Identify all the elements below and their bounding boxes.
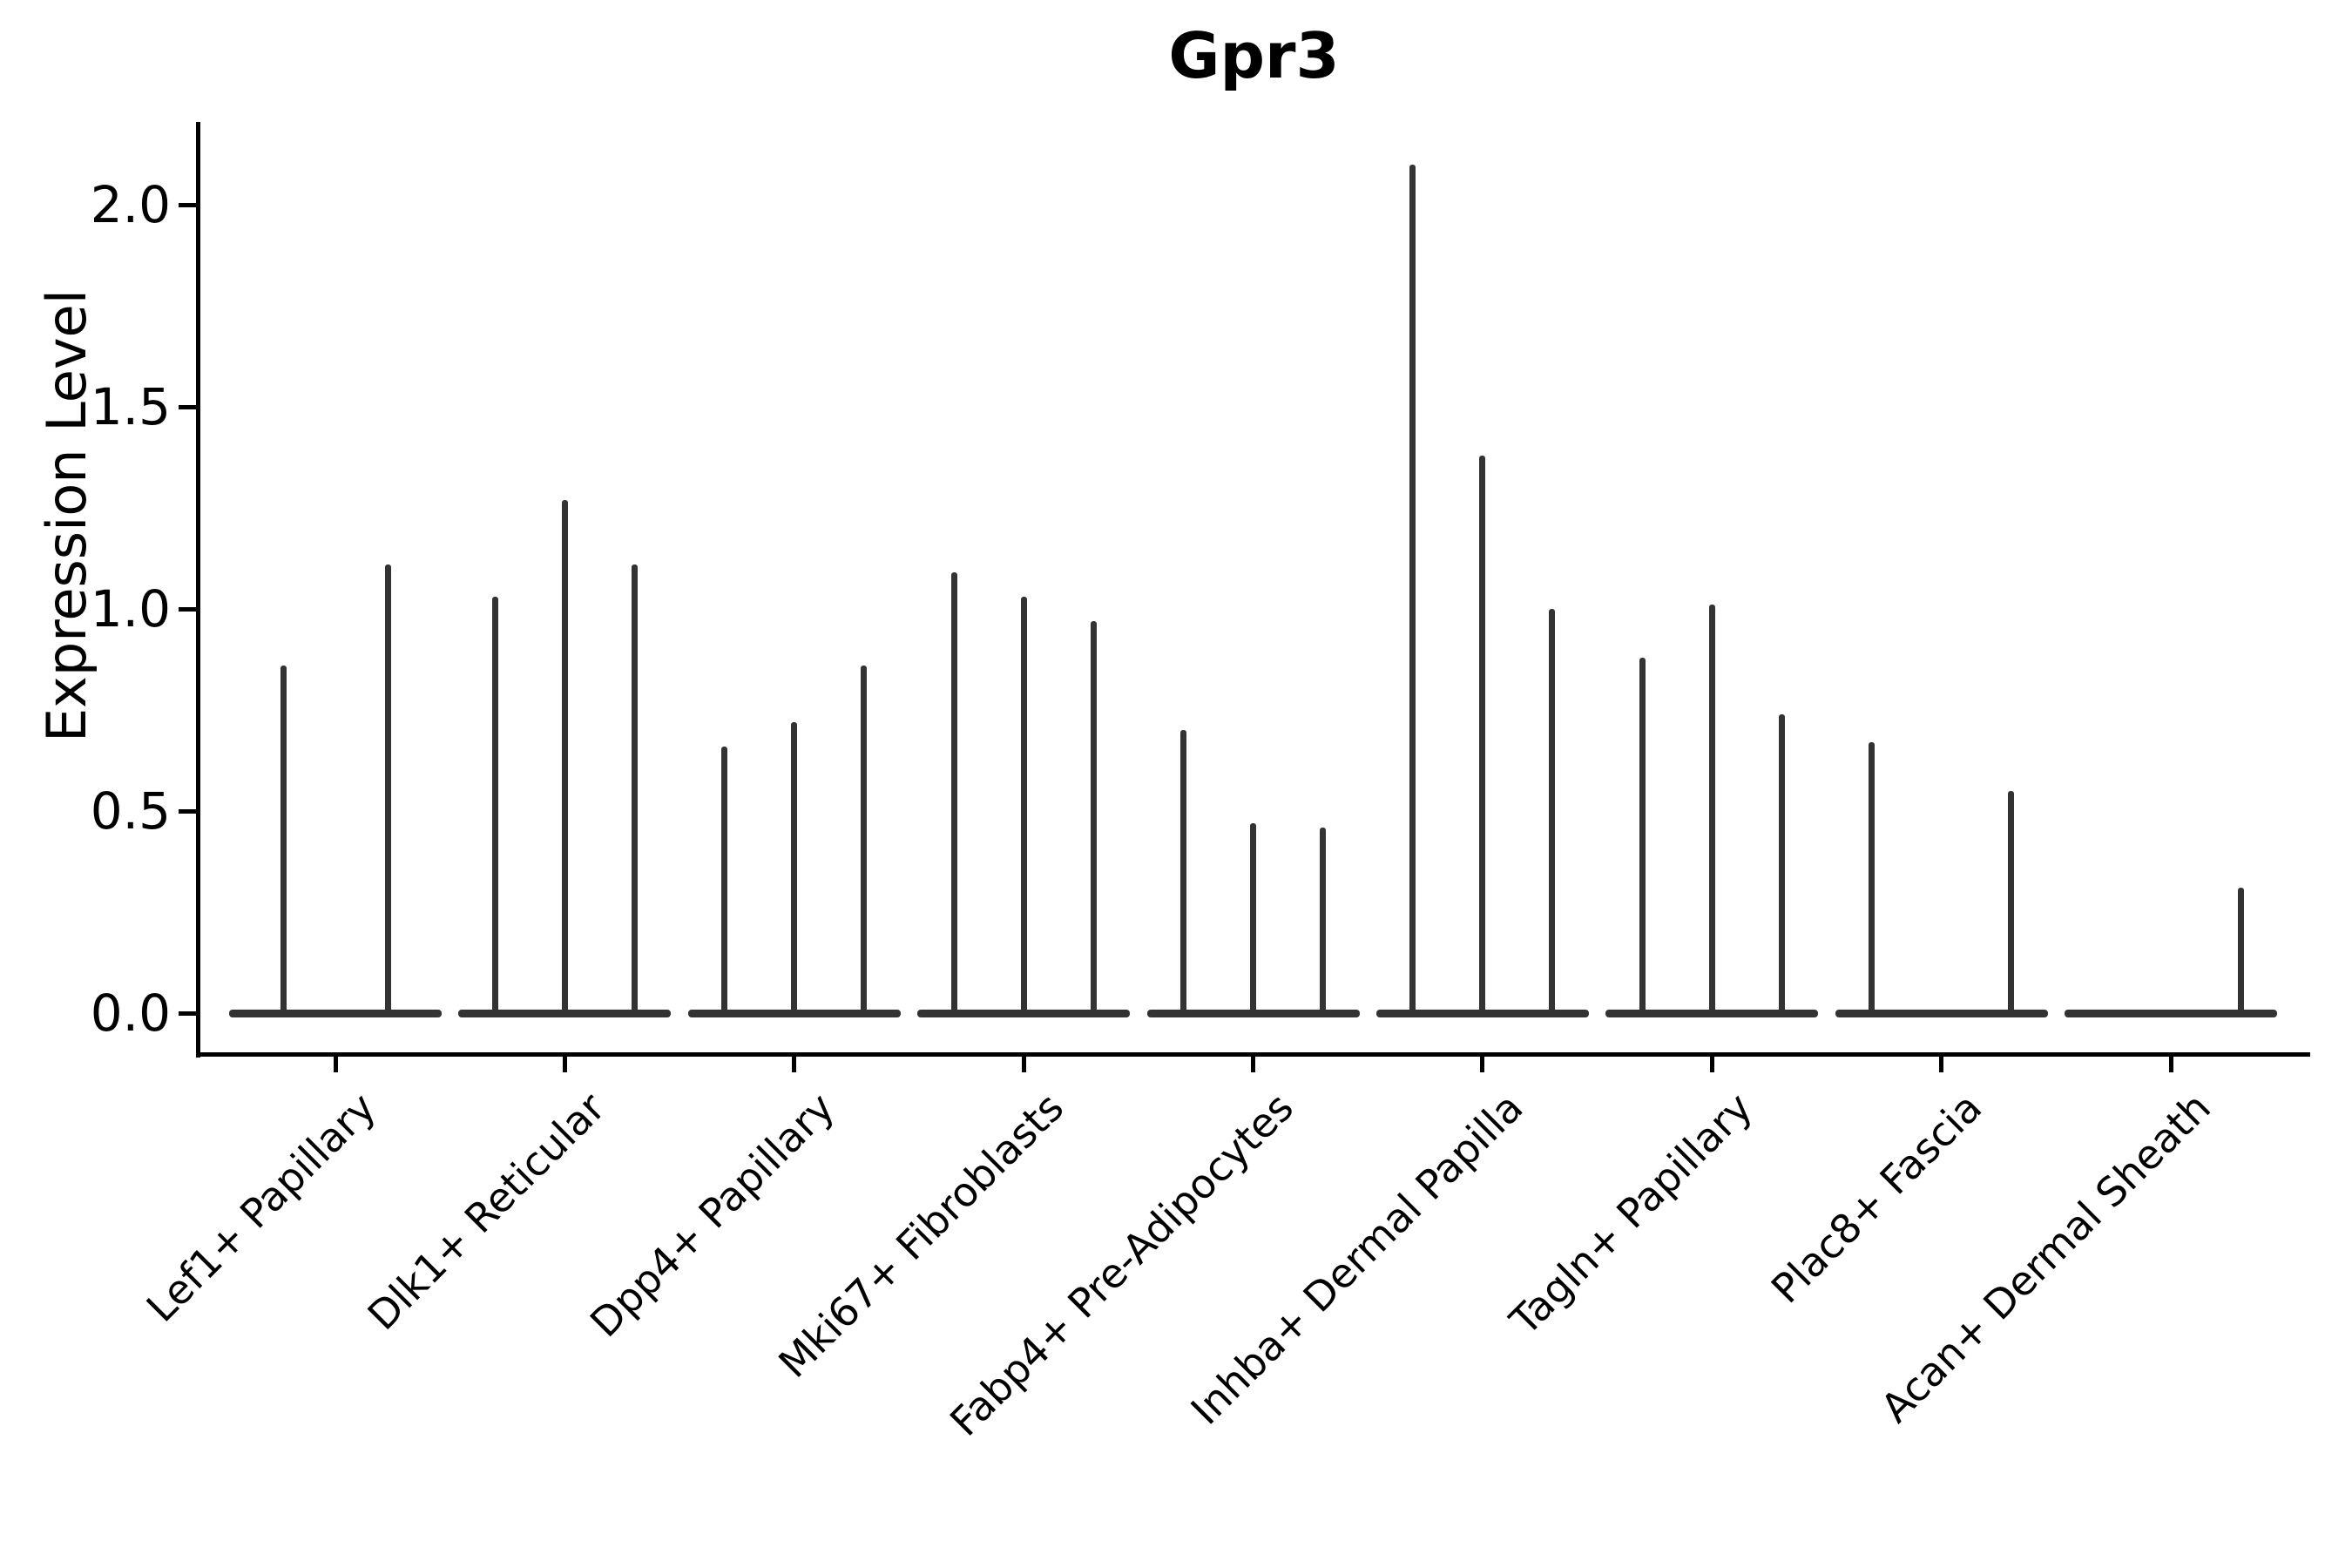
y-axis-label: Expression Level	[35, 289, 98, 742]
violin-spike	[861, 665, 868, 1017]
x-tick-mark	[1709, 1057, 1714, 1072]
violin-spike	[1180, 730, 1186, 1017]
x-tick-mark	[2168, 1057, 2173, 1072]
violin-spike	[1869, 742, 1876, 1017]
y-tick-mark	[179, 808, 198, 814]
x-category-label: Dlk1+ Reticular	[358, 1084, 614, 1340]
violin-spike	[1320, 827, 1326, 1017]
y-tick-label: 0.0	[90, 983, 171, 1043]
x-category-label: Dpp4+ Papillary	[580, 1084, 843, 1347]
violin-spike	[1090, 620, 1097, 1017]
violin-spike	[280, 665, 287, 1017]
chart-title: Gpr3	[1168, 19, 1340, 92]
y-tick-label: 1.5	[90, 377, 171, 436]
violin-spike	[1639, 657, 1646, 1017]
violin-baseline	[1835, 1009, 2048, 1017]
violin-spike	[791, 721, 798, 1017]
violin-spike	[491, 597, 498, 1017]
violin-spike	[2008, 790, 2015, 1017]
violin-spike	[384, 564, 391, 1017]
y-tick-mark	[179, 404, 198, 409]
violin-spike	[721, 746, 728, 1017]
violin-spike	[1479, 455, 1486, 1017]
x-category-label: Plac8+ Fascia	[1761, 1084, 1990, 1313]
x-axis-spine	[196, 1052, 2310, 1057]
violin-spike	[1409, 164, 1416, 1017]
violin-spike	[2237, 888, 2244, 1017]
y-tick-label: 1.0	[90, 579, 171, 639]
x-tick-mark	[792, 1057, 797, 1072]
x-tick-mark	[333, 1057, 338, 1072]
x-tick-mark	[1251, 1057, 1255, 1072]
x-tick-mark	[562, 1057, 567, 1072]
y-axis-spine	[196, 122, 200, 1058]
x-tick-mark	[1939, 1057, 1944, 1072]
x-tick-mark	[1021, 1057, 1026, 1072]
violin-spike	[950, 572, 957, 1017]
y-tick-mark	[179, 202, 198, 207]
violin-spike	[1020, 597, 1027, 1017]
violin-spike	[1250, 822, 1256, 1017]
y-tick-mark	[179, 1010, 198, 1016]
y-tick-mark	[179, 606, 198, 612]
violin-spike	[561, 499, 568, 1017]
violin-spike	[1778, 713, 1785, 1017]
violin-spike	[1708, 605, 1715, 1017]
violin-spike	[1549, 609, 1556, 1017]
x-tick-mark	[1480, 1057, 1485, 1072]
y-tick-label: 0.5	[90, 781, 171, 841]
violin-baseline	[229, 1009, 442, 1017]
y-tick-label: 2.0	[90, 175, 171, 234]
x-category-label: Lef1+ Papillary	[137, 1084, 385, 1331]
x-category-label: Tagln+ Papillary	[1500, 1084, 1761, 1344]
violin-baseline	[2065, 1009, 2277, 1017]
violin-spike	[631, 564, 638, 1017]
